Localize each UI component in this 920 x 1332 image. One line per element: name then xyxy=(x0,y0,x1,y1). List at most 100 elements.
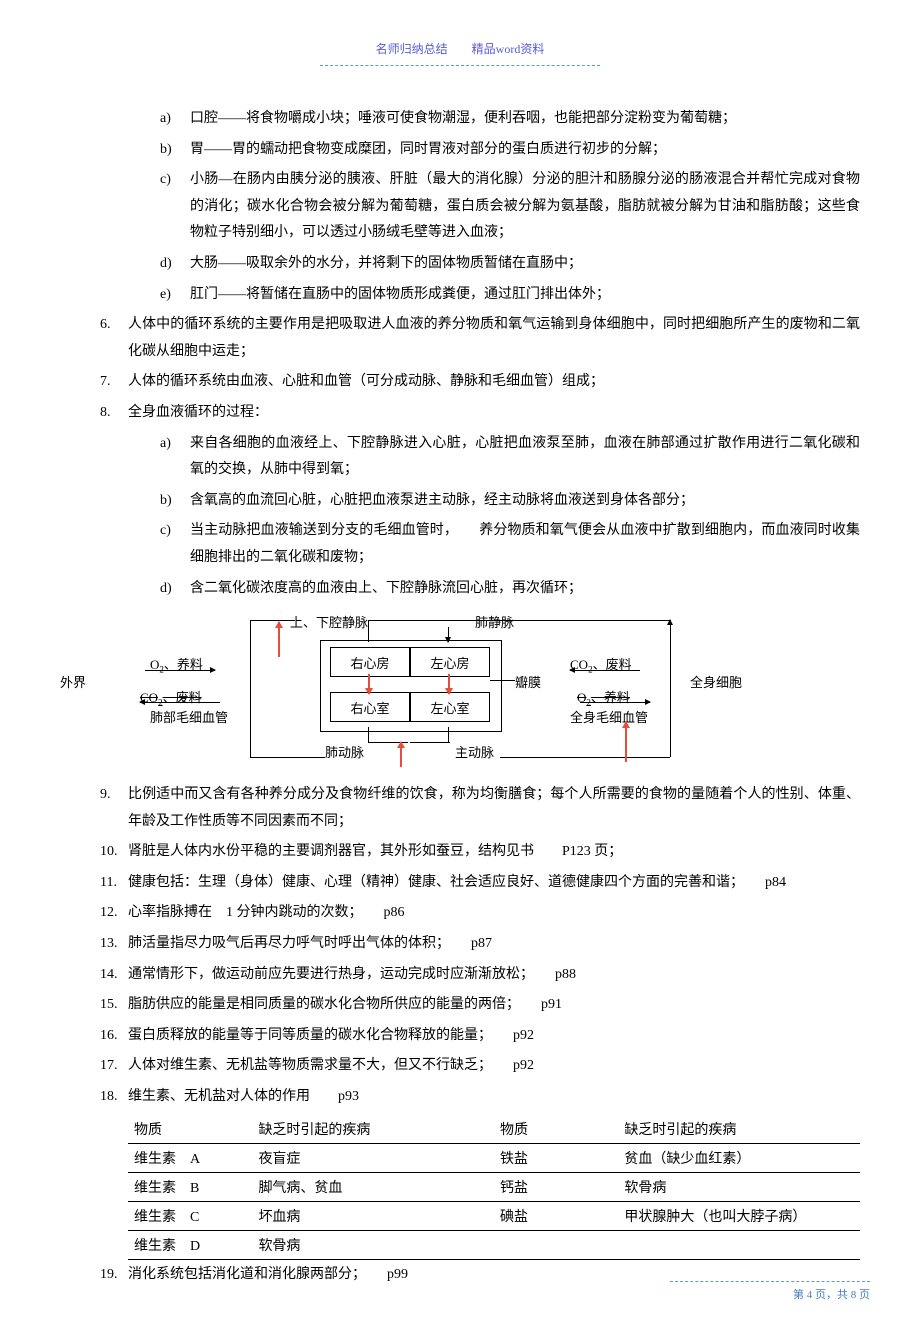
arrow-line xyxy=(580,702,650,703)
list-item: c) 当主动脉把血液输送到分支的毛细血管时， 养分物质和氧气便会从血液中扩散到细… xyxy=(160,518,860,571)
td: 坏血病 xyxy=(252,1201,494,1230)
arrow-line xyxy=(570,670,640,671)
td: 维生素 C xyxy=(128,1201,252,1230)
td: 贫血（缺少血红素） xyxy=(618,1143,860,1172)
marker: a) xyxy=(160,431,190,484)
marker: 14. xyxy=(100,962,128,989)
list-item: 14. 通常情形下，做运动前应先要进行热身，运动完成时应渐渐放松； p88 xyxy=(100,962,860,989)
line xyxy=(368,620,369,642)
td: 软骨病 xyxy=(252,1230,494,1259)
marker: 11. xyxy=(100,870,128,897)
item-text: 肛门——将暂储在直肠中的固体物质形成粪便，通过肛门排出体外； xyxy=(190,282,860,309)
td: 软骨病 xyxy=(618,1172,860,1201)
label-body-cap: 全身毛细血管 xyxy=(570,707,648,726)
header-text: 名师归纳总结 精品word资料 xyxy=(60,40,860,57)
marker: 19. xyxy=(100,1262,128,1289)
list-item: 8. 全身血液循环的过程： xyxy=(100,400,860,427)
marker: 15. xyxy=(100,992,128,1019)
footer-text: 第 4 页，共 8 页 xyxy=(793,1286,870,1302)
list-item: 16. 蛋白质释放的能量等于同等质量的碳水化合物释放的能量； p92 xyxy=(100,1023,860,1050)
table-row: 维生素 D 软骨病 xyxy=(128,1230,860,1259)
marker: 12. xyxy=(100,900,128,927)
list-item: 13. 肺活量指尽力吸气后再尽力呼气时呼出气体的体积； p87 xyxy=(100,931,860,958)
th: 缺乏时引起的疾病 xyxy=(618,1115,860,1144)
marker: b) xyxy=(160,137,190,164)
marker: c) xyxy=(160,167,190,247)
marker: b) xyxy=(160,488,190,515)
list-item: b) 含氧高的血流回心脏，心脏把血液泵进主动脉，经主动脉将血液送到身体各部分； xyxy=(160,488,860,515)
line xyxy=(410,742,450,743)
marker: 17. xyxy=(100,1053,128,1080)
table-row: 维生素 B 脚气病、贫血 钙盐 软骨病 xyxy=(128,1172,860,1201)
item-text: 全身血液循环的过程： xyxy=(128,400,860,427)
td: 钙盐 xyxy=(494,1172,618,1201)
line xyxy=(490,680,515,681)
red-arrow xyxy=(625,722,627,762)
nutrient-table: 物质 缺乏时引起的疾病 物质 缺乏时引起的疾病 维生素 A 夜盲症 铁盐 贫血（… xyxy=(128,1115,860,1260)
td: 维生素 D xyxy=(128,1230,252,1259)
td: 碘盐 xyxy=(494,1201,618,1230)
item-text: 健康包括：生理（身体）健康、心理（精神）健康、社会适应良好、道德健康四个方面的完… xyxy=(128,870,860,897)
marker: d) xyxy=(160,576,190,603)
label-body-cells: 全身细胞 xyxy=(690,672,742,691)
list-item: d) 大肠——吸取余外的水分，并将剩下的固体物质暂储在直肠中； xyxy=(160,251,860,278)
item-text: 来自各细胞的血液经上、下腔静脉进入心脏，心脏把血液泵至肺，血液在肺部通过扩散作用… xyxy=(190,431,860,484)
line xyxy=(250,757,325,758)
th: 物质 xyxy=(128,1115,252,1144)
circulation-list: a) 来自各细胞的血液经上、下腔静脉进入心脏，心脏把血液泵至肺，血液在肺部通过扩… xyxy=(100,431,860,603)
list-item: 6. 人体中的循环系统的主要作用是把吸取进人血液的养分物质和氧气运输到身体细胞中… xyxy=(100,312,860,365)
label-valve: 瓣膜 xyxy=(515,672,541,691)
item-text: 胃——胃的蠕动把食物变成糜团，同时胃液对部分的蛋白质进行初步的分解； xyxy=(190,137,860,164)
list-item: 9. 比例适中而又含有各种养分成分及食物纤维的饮食，称为均衡膳食；每个人所需要的… xyxy=(100,782,860,835)
td xyxy=(618,1230,860,1259)
label-outside: 外界 xyxy=(60,672,86,691)
td: 甲状腺肿大（也叫大脖子病） xyxy=(618,1201,860,1230)
list-item: 19. 消化系统包括消化道和消化腺两部分； p99 xyxy=(100,1262,860,1289)
marker: c) xyxy=(160,518,190,571)
item-text: 蛋白质释放的能量等于同等质量的碳水化合物释放的能量； p92 xyxy=(128,1023,860,1050)
item-text: 肾脏是人体内水份平稳的主要调剂器官，其外形如蚕豆，结构见书 P123 页； xyxy=(128,839,860,866)
header-divider xyxy=(320,65,600,66)
marker: 18. xyxy=(100,1084,128,1111)
item-text: 含二氧化碳浓度高的血液由上、下腔静脉流回心脏，再次循环； xyxy=(190,576,860,603)
label-o2: O2、养料 xyxy=(150,654,203,675)
marker: 7. xyxy=(100,369,128,396)
item-text: 口腔——将食物嚼成小块；唾液可使食物潮湿，便利吞咽，也能把部分淀粉变为葡萄糖； xyxy=(190,106,860,133)
list-item: 7. 人体的循环系统由血液、心脏和血管（可分成动脉、静脉和毛细血管）组成； xyxy=(100,369,860,396)
line xyxy=(250,620,295,621)
list-item: a) 来自各细胞的血液经上、下腔静脉进入心脏，心脏把血液泵至肺，血液在肺部通过扩… xyxy=(160,431,860,484)
list-item: c) 小肠—在肠内由胰分泌的胰液、肝脏（最大的消化腺）分泌的胆汁和肠腺分泌的肠液… xyxy=(160,167,860,247)
marker: e) xyxy=(160,282,190,309)
line xyxy=(448,727,449,742)
digestion-list: a) 口腔——将食物嚼成小块；唾液可使食物潮湿，便利吞咽，也能把部分淀粉变为葡萄… xyxy=(100,106,860,308)
line xyxy=(448,627,449,642)
marker: 8. xyxy=(100,400,128,427)
list-item: a) 口腔——将食物嚼成小块；唾液可使食物潮湿，便利吞咽，也能把部分淀粉变为葡萄… xyxy=(160,106,860,133)
item-text: 消化系统包括消化道和消化腺两部分； p99 xyxy=(128,1262,860,1289)
line xyxy=(500,757,670,758)
label-lung-cap: 肺部毛细血管 xyxy=(150,707,228,726)
red-arrow xyxy=(448,674,450,694)
list-item: 18. 维生素、无机盐对人体的作用 p93 xyxy=(100,1084,860,1111)
item-text: 比例适中而又含有各种养分成分及食物纤维的饮食，称为均衡膳食；每个人所需要的食物的… xyxy=(128,782,860,835)
circulation-diagram: 外界 O2、养料 CO2、废料 肺部毛细血管 上、下腔静脉 肺静脉 右心房 左心… xyxy=(60,612,860,772)
list-item: 15. 脂肪供应的能量是相同质量的碳水化合物所供应的能量的两倍； p91 xyxy=(100,992,860,1019)
marker: 16. xyxy=(100,1023,128,1050)
list-item: b) 胃——胃的蠕动把食物变成糜团，同时胃液对部分的蛋白质进行初步的分解； xyxy=(160,137,860,164)
td: 维生素 B xyxy=(128,1172,252,1201)
th: 物质 xyxy=(494,1115,618,1144)
list-item: 11. 健康包括：生理（身体）健康、心理（精神）健康、社会适应良好、道德健康四个… xyxy=(100,870,860,897)
marker: 10. xyxy=(100,839,128,866)
red-arrow xyxy=(278,622,280,657)
td: 脚气病、贫血 xyxy=(252,1172,494,1201)
item-text: 心率指脉搏在 1 分钟内跳动的次数； p86 xyxy=(128,900,860,927)
marker: d) xyxy=(160,251,190,278)
item-text: 人体中的循环系统的主要作用是把吸取进人血液的养分物质和氧气运输到身体细胞中，同时… xyxy=(128,312,860,365)
label-o2-right: O2、养料 xyxy=(577,687,630,708)
item-text: 小肠—在肠内由胰分泌的胰液、肝脏（最大的消化腺）分泌的胆汁和肠腺分泌的肠液混合并… xyxy=(190,167,860,247)
table-row: 维生素 A 夜盲症 铁盐 贫血（缺少血红素） xyxy=(128,1143,860,1172)
th: 缺乏时引起的疾病 xyxy=(252,1115,494,1144)
list-item: 12. 心率指脉搏在 1 分钟内跳动的次数； p86 xyxy=(100,900,860,927)
label-lung-artery: 肺动脉 xyxy=(325,742,364,761)
item-text: 维生素、无机盐对人体的作用 p93 xyxy=(128,1084,860,1111)
